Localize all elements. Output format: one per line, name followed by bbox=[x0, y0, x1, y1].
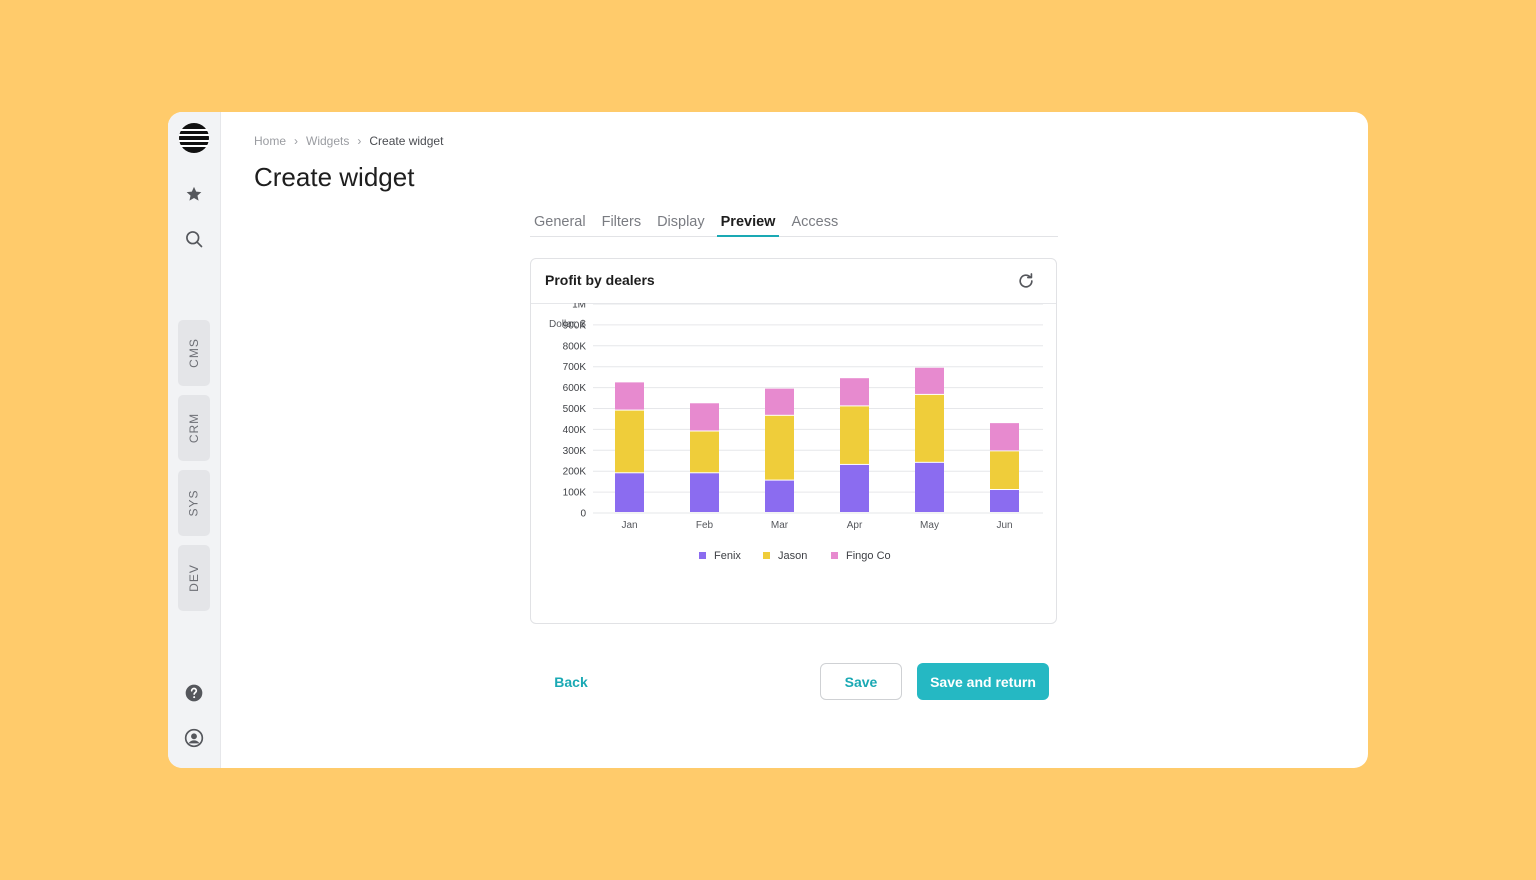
bar-segment-fenix bbox=[990, 490, 1019, 512]
bar-segment-jason bbox=[840, 406, 869, 464]
bar-segment-jason bbox=[615, 410, 644, 473]
bar-segment-jason bbox=[690, 431, 719, 473]
page-title: Create widget bbox=[254, 162, 415, 192]
bar-segment-fenix bbox=[615, 473, 644, 512]
tab-display[interactable]: Display bbox=[657, 214, 705, 230]
save-button[interactable]: Save bbox=[820, 663, 902, 700]
y-tick-label: 200K bbox=[563, 467, 587, 478]
tab-filters[interactable]: Filters bbox=[601, 214, 642, 230]
y-tick-label: 500K bbox=[563, 404, 587, 415]
favorites-star-icon[interactable] bbox=[182, 182, 206, 206]
bar-segment-jason bbox=[765, 415, 794, 480]
back-button[interactable]: Back bbox=[538, 663, 604, 700]
app-window: CMS CRM SYS DEV Home › Widgets › Create … bbox=[168, 112, 1368, 768]
y-tick-label: 900K bbox=[563, 320, 587, 331]
bar-segment-fenix bbox=[765, 480, 794, 512]
bar-segment-fenix bbox=[690, 473, 719, 512]
bar-segment-fenix bbox=[915, 462, 944, 512]
app-tab-cms[interactable]: CMS bbox=[178, 320, 210, 386]
refresh-icon[interactable] bbox=[1016, 271, 1036, 291]
bar-segment-fingo-co bbox=[915, 367, 944, 394]
chevron-right-icon: › bbox=[357, 134, 362, 148]
y-tick-label: 400K bbox=[563, 425, 587, 436]
bar-segment-jason bbox=[915, 394, 944, 462]
help-icon[interactable] bbox=[182, 681, 206, 705]
card-title: Profit by dealers bbox=[545, 272, 655, 288]
legend-label: Fenix bbox=[714, 550, 741, 562]
bar-segment-jason bbox=[990, 451, 1019, 490]
app-tab-dev[interactable]: DEV bbox=[178, 545, 210, 611]
breadcrumb-widgets[interactable]: Widgets bbox=[306, 134, 350, 148]
y-tick-label: 100K bbox=[563, 488, 587, 499]
legend-swatch bbox=[831, 552, 838, 559]
y-tick-label: 700K bbox=[563, 362, 587, 373]
app-tab-label: CRM bbox=[186, 412, 201, 444]
widget-preview-card: Profit by dealers Dollar, $ 0 100K 200K 300K… bbox=[530, 258, 1057, 624]
tab-preview[interactable]: Preview bbox=[716, 208, 780, 237]
x-tick-label: Mar bbox=[771, 520, 789, 531]
breadcrumb-current: Create widget bbox=[369, 134, 444, 148]
bar-segment-fingo-co bbox=[990, 423, 1019, 451]
tab-general[interactable]: General bbox=[534, 214, 586, 230]
bar-segment-fingo-co bbox=[765, 388, 794, 415]
tab-bar: General Filters Display Preview Access bbox=[530, 208, 1058, 237]
app-tab-label: SYS bbox=[186, 489, 201, 517]
chevron-right-icon: › bbox=[294, 134, 299, 148]
app-tab-sys[interactable]: SYS bbox=[178, 470, 210, 536]
y-axis-label: Dollar, $ bbox=[549, 319, 586, 330]
search-icon[interactable] bbox=[182, 227, 206, 251]
y-tick-label: 600K bbox=[563, 383, 587, 394]
app-tab-label: DEV bbox=[187, 564, 201, 592]
app-tab-label: CMS bbox=[186, 338, 201, 368]
breadcrumb-home[interactable]: Home bbox=[254, 134, 287, 148]
stacked-bar-chart: Dollar, $ 0 100K 200K 300K 400K 500K 600K 700K 80… bbox=[549, 303, 1043, 562]
y-tick-label: 300K bbox=[563, 446, 587, 457]
breadcrumb: Home › Widgets › Create widget bbox=[254, 134, 443, 148]
card-header: Profit by dealers bbox=[531, 259, 1056, 304]
y-tick-label: 800K bbox=[563, 341, 587, 352]
bar-segment-fingo-co bbox=[840, 378, 869, 406]
bar-segment-fingo-co bbox=[690, 403, 719, 431]
form-actions: Back Save Save and return bbox=[530, 662, 1058, 702]
bar-segment-fingo-co bbox=[615, 382, 644, 410]
save-and-return-button[interactable]: Save and return bbox=[917, 663, 1049, 700]
x-tick-label: Apr bbox=[847, 520, 863, 531]
x-tick-label: Feb bbox=[696, 520, 714, 531]
app-tab-crm[interactable]: CRM bbox=[178, 395, 210, 461]
tab-access[interactable]: Access bbox=[791, 214, 839, 230]
side-rail: CMS CRM SYS DEV bbox=[168, 112, 221, 768]
x-tick-label: Jan bbox=[621, 520, 637, 531]
legend-swatch bbox=[699, 552, 706, 559]
x-tick-label: Jun bbox=[996, 520, 1012, 531]
legend-swatch bbox=[763, 552, 770, 559]
user-account-icon[interactable] bbox=[182, 726, 206, 750]
logo-icon[interactable] bbox=[178, 122, 210, 154]
y-tick-label: 1M bbox=[572, 303, 586, 311]
legend-label: Fingo Co bbox=[846, 550, 891, 562]
legend-label: Jason bbox=[778, 550, 807, 562]
x-tick-label: May bbox=[920, 520, 939, 531]
bar-segment-fenix bbox=[840, 464, 869, 512]
y-tick-label: 0 bbox=[580, 509, 586, 520]
